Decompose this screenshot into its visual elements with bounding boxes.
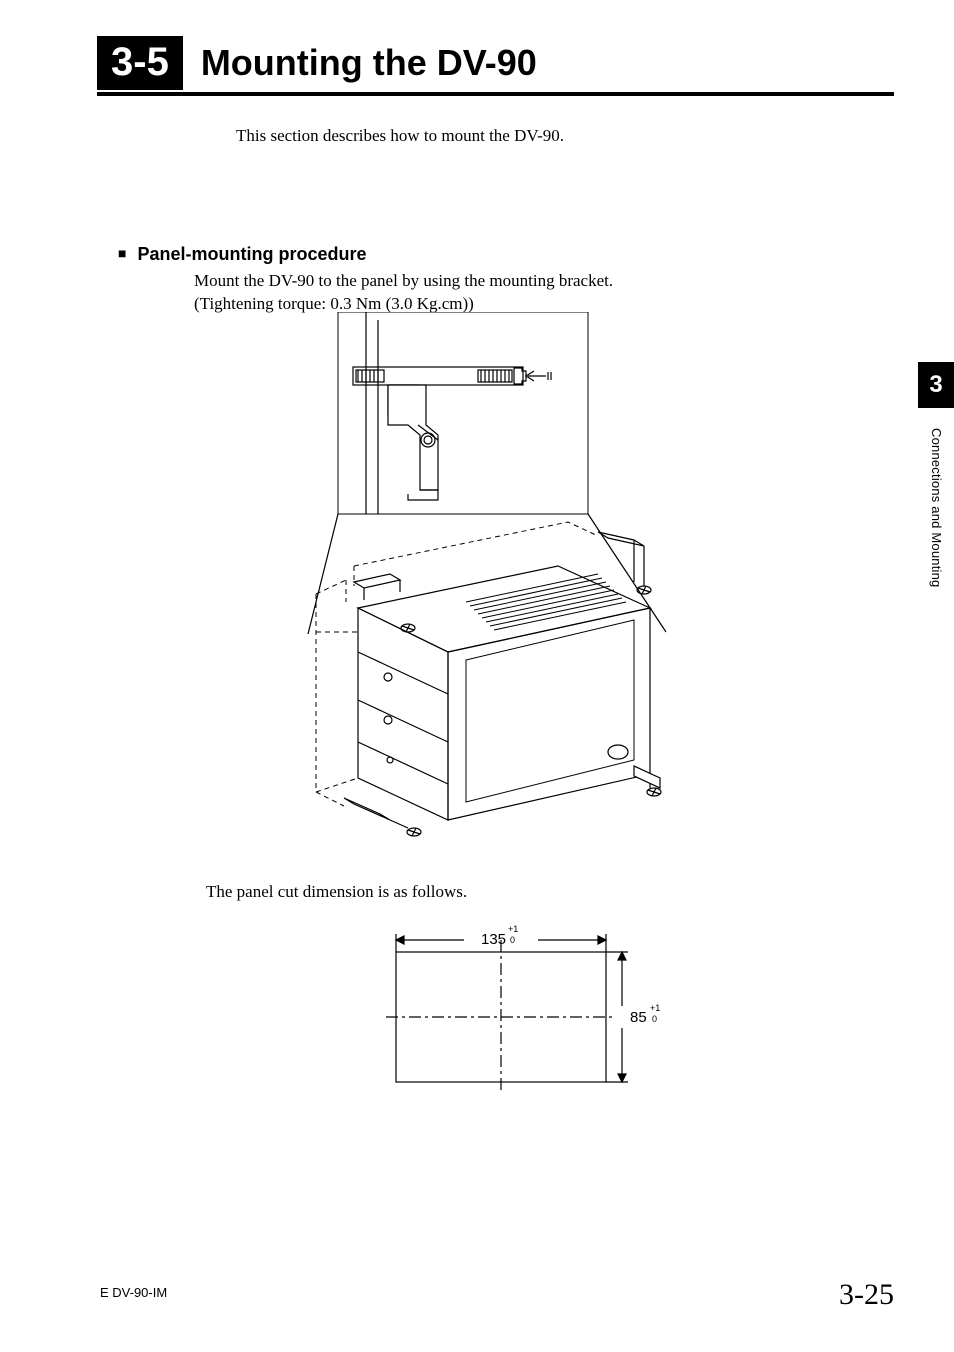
subheading-text: Panel-mounting procedure bbox=[137, 244, 366, 264]
square-bullet-icon: ■ bbox=[118, 245, 126, 261]
mounting-figure bbox=[298, 312, 668, 842]
cut-width-label: 135 bbox=[481, 931, 506, 948]
page-number: 3-25 bbox=[839, 1278, 894, 1312]
chapter-tab: 3 bbox=[918, 362, 954, 408]
cut-width-tol-upper: +1 bbox=[508, 924, 518, 934]
manual-page: 3-5 Mounting the DV-90 This section desc… bbox=[0, 0, 954, 1352]
cut-height-tol-upper: +1 bbox=[650, 1003, 660, 1013]
section-number-box: 3-5 bbox=[97, 36, 183, 90]
cut-height-tol-lower: 0 bbox=[652, 1014, 657, 1024]
cut-height-label: 85 bbox=[630, 1009, 647, 1026]
subheading: ■ Panel-mounting procedure bbox=[118, 244, 367, 265]
section-intro: This section describes how to mount the … bbox=[236, 126, 564, 146]
section-number: 3-5 bbox=[111, 40, 169, 84]
cutout-figure: 135 +1 0 85 +1 0 bbox=[366, 910, 676, 1100]
para-line-1: Mount the DV-90 to the panel by using th… bbox=[194, 270, 613, 293]
doc-code: E DV-90-IM bbox=[100, 1285, 167, 1300]
chapter-title: Connections and Mounting bbox=[929, 428, 944, 587]
cut-width-tol-lower: 0 bbox=[510, 935, 515, 945]
procedure-paragraph: Mount the DV-90 to the panel by using th… bbox=[194, 270, 613, 316]
cutout-paragraph: The panel cut dimension is as follows. bbox=[206, 882, 467, 902]
chapter-number: 3 bbox=[929, 371, 942, 399]
section-title: Mounting the DV-90 bbox=[201, 42, 537, 90]
section-header: 3-5 Mounting the DV-90 bbox=[97, 36, 894, 90]
section-underline bbox=[97, 92, 894, 96]
